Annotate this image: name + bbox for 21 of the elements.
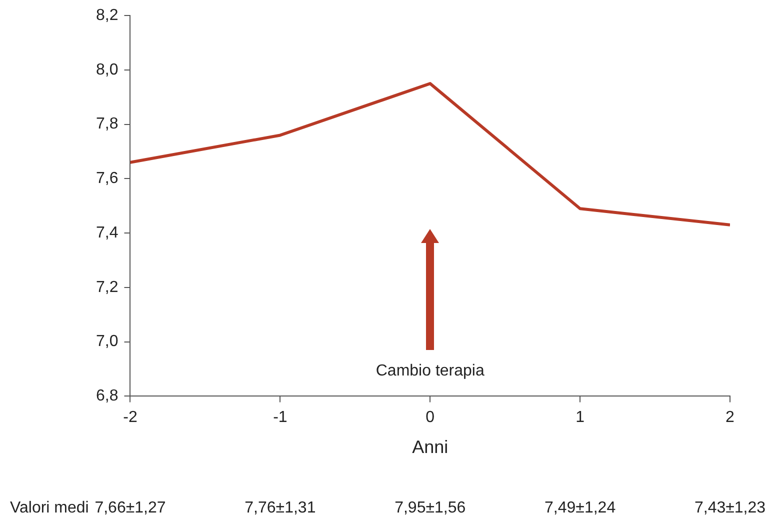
- text: 7,66±1,27: [94, 499, 166, 516]
- x-axis-title: Anni: [412, 437, 448, 458]
- text: 7,49±1,24: [544, 499, 616, 516]
- y-tick-label: 7,2: [96, 278, 118, 296]
- y-tick-label: 8,2: [96, 7, 118, 24]
- y-tick-label: 8,0: [96, 61, 118, 78]
- x-tick-label: 2: [726, 409, 735, 426]
- y-tick-label: 7,6: [96, 170, 118, 188]
- text: 7,95±1,56: [394, 499, 466, 516]
- x-tick-label: -1: [273, 409, 288, 426]
- y-tick-label: 6,8: [96, 388, 118, 405]
- text: 7,43±1,23: [694, 499, 766, 516]
- y-tick-label: 7,4: [96, 224, 118, 242]
- y-tick-label: 7,8: [96, 116, 118, 133]
- text: 7,76±1,31: [244, 499, 316, 516]
- text: Valori medi: [10, 499, 89, 516]
- x-tick-label: 0: [426, 409, 435, 426]
- annotation: Cambio terapia: [376, 362, 484, 380]
- y-tick-label: 7,0: [96, 333, 118, 350]
- x-tick-label: -2: [123, 409, 138, 426]
- x-tick-label: 1: [576, 409, 585, 426]
